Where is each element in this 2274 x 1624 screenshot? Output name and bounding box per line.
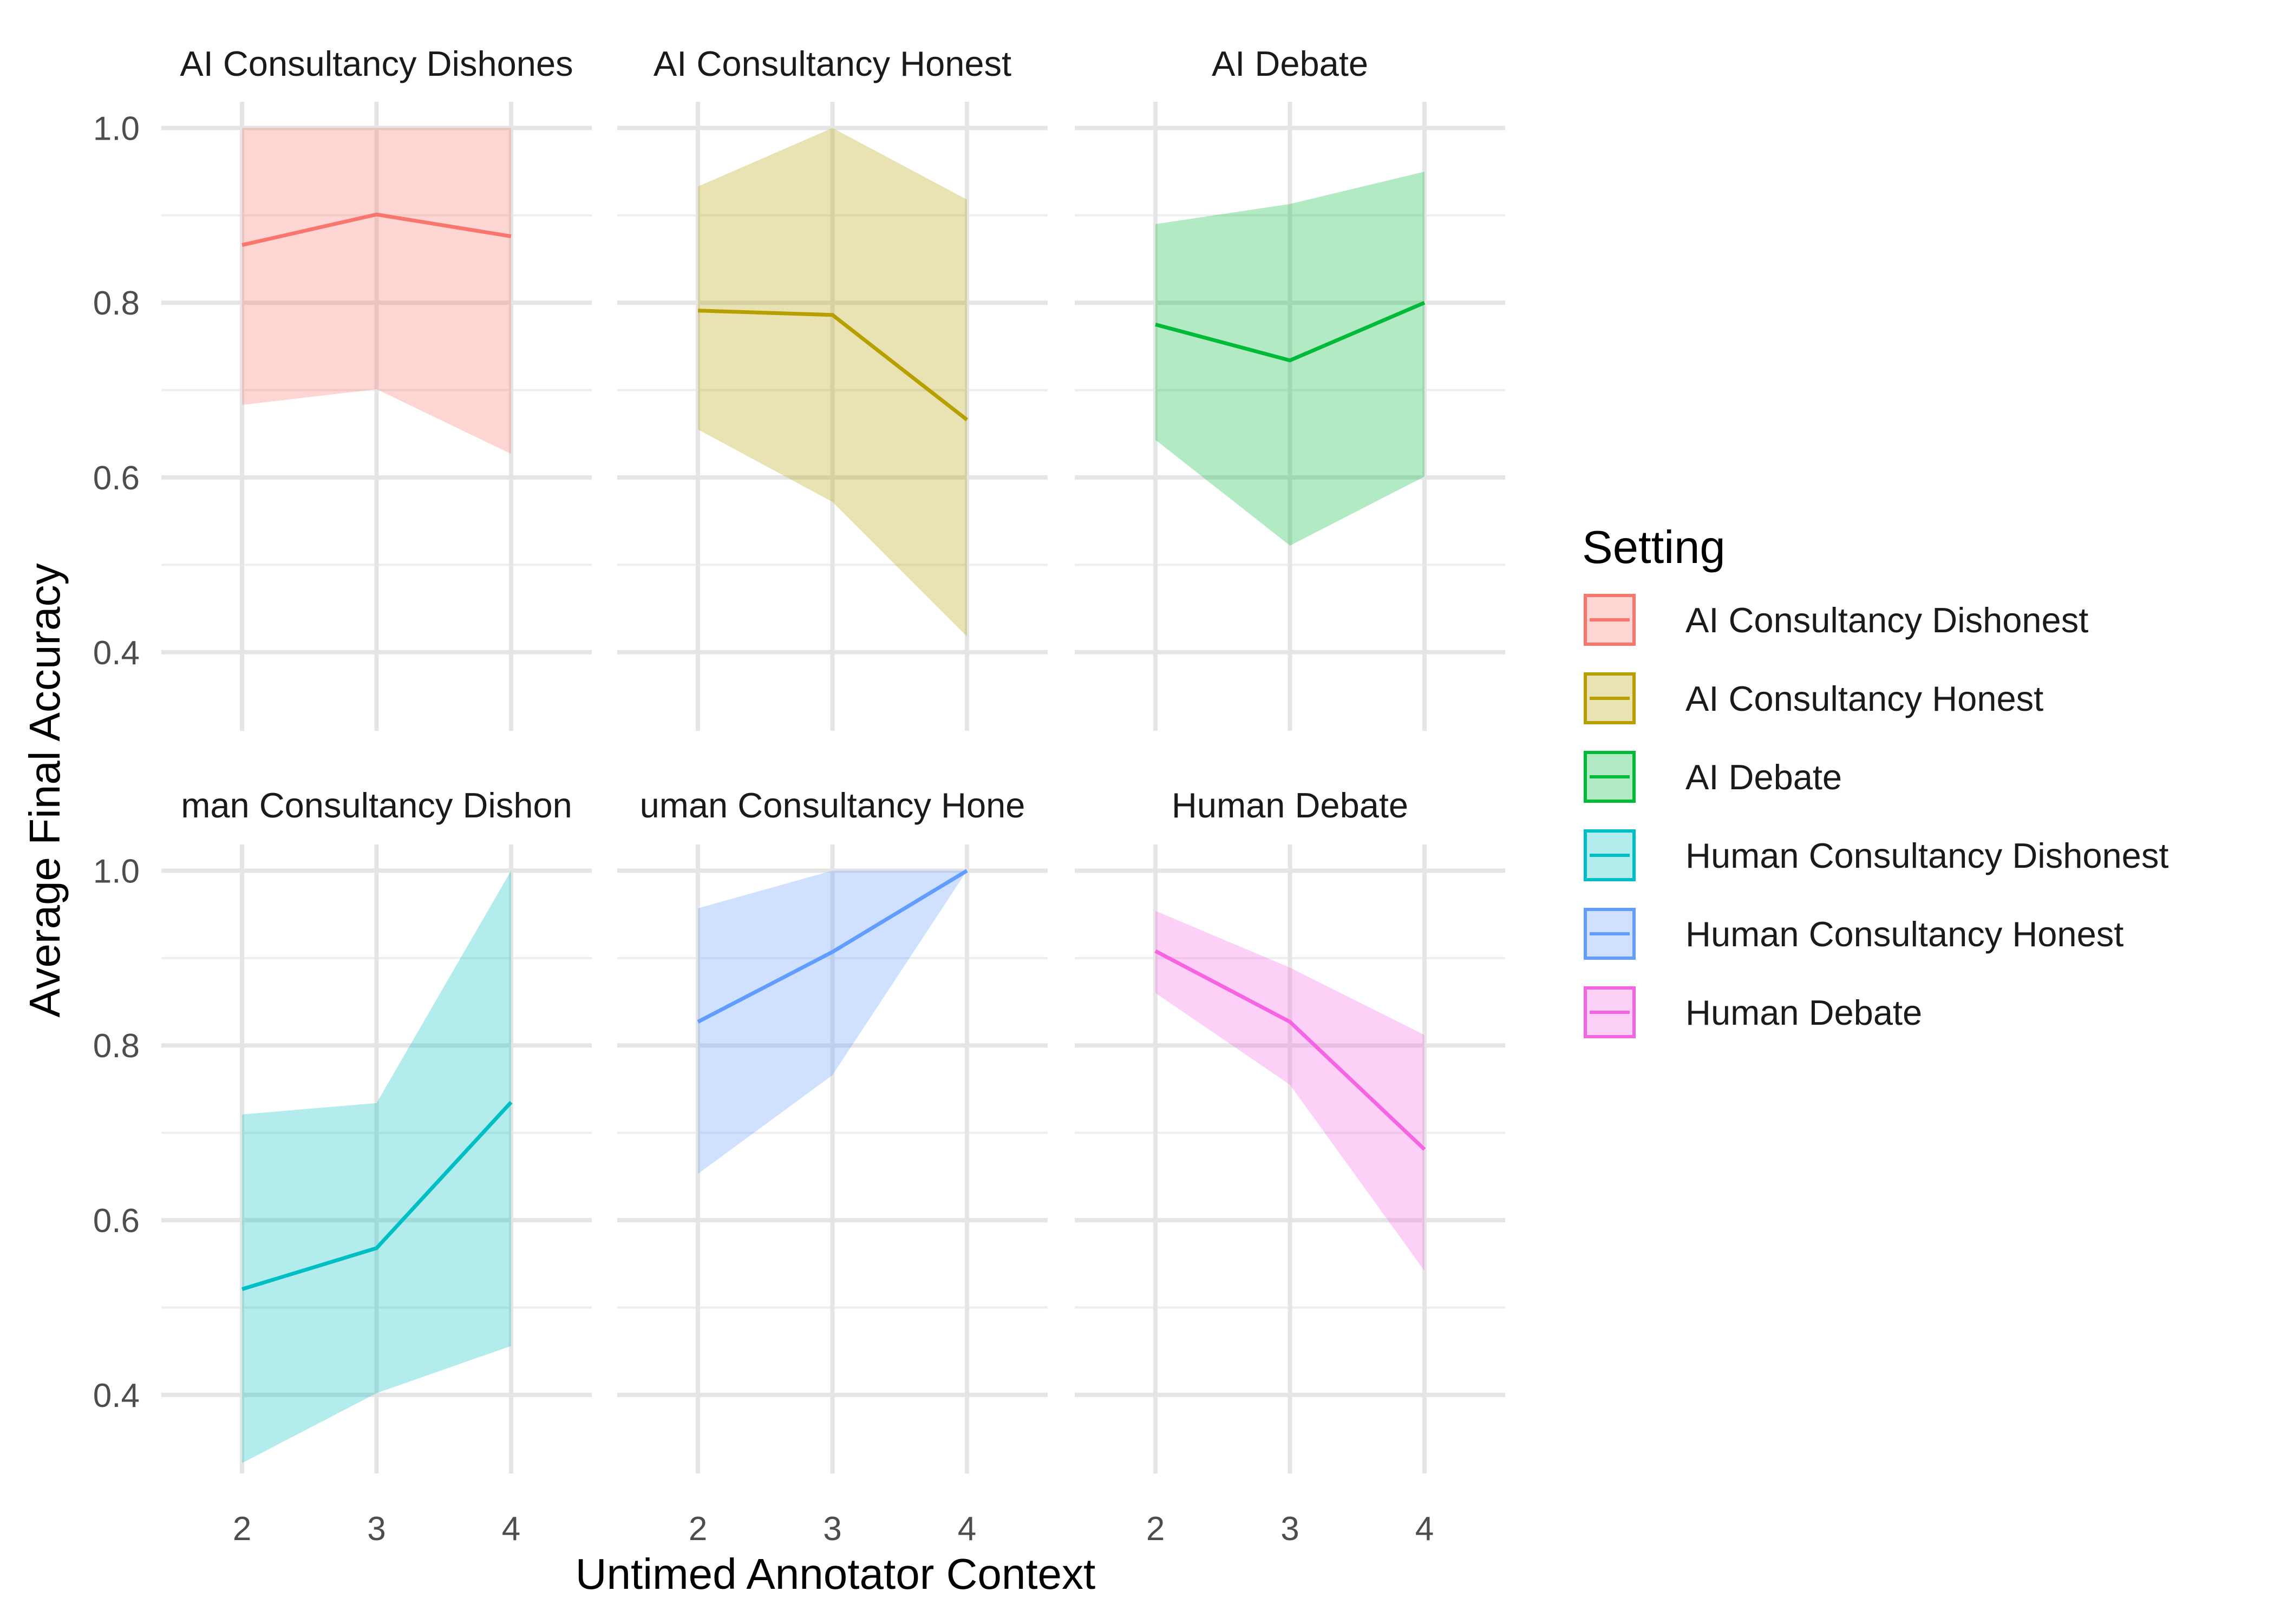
facet-strip-label: AI Consultancy Honest (654, 44, 1011, 83)
y-tick-label: 1.0 (93, 110, 140, 147)
y-axis-title: Average Final Accuracy (21, 564, 69, 1018)
y-tick-label: 0.4 (93, 1377, 140, 1415)
facet-human-debate: Human Debate 2 3 4 (1075, 785, 1505, 1548)
confidence-band (1155, 911, 1424, 1271)
facet-human-consultancy-dishonest: man Consultancy Dishon 0.4 0.6 0.8 1.0 2 3 4 (93, 785, 592, 1548)
y-tick-label: 0.6 (93, 1202, 140, 1240)
legend-item-human-debate: Human Debate (1584, 986, 1922, 1038)
facet-strip-label: AI Debate (1212, 44, 1368, 83)
facet-human-consultancy-honest: uman Consultancy Hone 2 3 4 (617, 785, 1048, 1548)
facet-strip-label: man Consultancy Dishon (181, 785, 572, 825)
series-line (697, 869, 968, 1024)
legend-item-ai-consultancy-honest: AI Consultancy Honest (1584, 672, 2043, 724)
series-line (241, 212, 512, 247)
x-axis-title: Untimed Annotator Context (576, 1550, 1096, 1598)
legend-label: AI Debate (1685, 757, 1842, 797)
legend-label: AI Consultancy Dishonest (1685, 600, 2088, 640)
confidence-band (242, 870, 511, 1463)
facet-ai-consultancy-dishonest: AI Consultancy Dishones 0.4 0.6 0.8 1.0 (93, 44, 592, 731)
y-tick-label: 0.8 (93, 285, 140, 322)
legend-label: Human Consultancy Dishonest (1685, 836, 2168, 875)
x-tick-label: 4 (958, 1510, 976, 1548)
legend-item-ai-debate: AI Debate (1584, 751, 1842, 803)
series-line (1155, 300, 1426, 363)
legend-item-human-consultancy-dishonest: Human Consultancy Dishonest (1584, 829, 2168, 881)
y-tick-label: 0.4 (93, 634, 140, 672)
x-tick-label: 2 (689, 1510, 707, 1548)
legend-label: AI Consultancy Honest (1685, 679, 2043, 718)
facet-strip-label: Human Debate (1172, 785, 1408, 825)
legend-title: Setting (1582, 522, 1726, 573)
x-tick-label: 4 (1415, 1510, 1434, 1548)
y-tick-label: 0.8 (93, 1027, 140, 1065)
facet-ai-debate: AI Debate (1075, 44, 1505, 731)
x-tick-label: 4 (502, 1510, 520, 1548)
legend-label: Human Consultancy Honest (1685, 914, 2123, 954)
facet-ai-consultancy-honest: AI Consultancy Honest (617, 44, 1048, 731)
x-tick-label: 2 (1146, 1510, 1165, 1548)
series-line (697, 309, 969, 422)
confidence-band (242, 128, 511, 454)
x-tick-label: 3 (367, 1510, 385, 1548)
confidence-band (698, 128, 967, 637)
legend-item-ai-consultancy-dishonest: AI Consultancy Dishonest (1584, 594, 2088, 646)
y-tick-label: 0.6 (93, 460, 140, 497)
y-tick-label: 1.0 (93, 853, 140, 890)
facet-strip-label: uman Consultancy Hone (640, 785, 1025, 825)
x-tick-label: 3 (1280, 1510, 1299, 1548)
x-tick-label: 2 (233, 1510, 251, 1548)
legend: Setting AI Consultancy Dishonest AI Consu… (1582, 522, 2168, 1038)
series-line (241, 1101, 513, 1291)
legend-item-human-consultancy-honest: Human Consultancy Honest (1584, 908, 2123, 960)
facet-strip-label: AI Consultancy Dishones (180, 44, 573, 83)
series-line (1154, 949, 1426, 1151)
x-tick-label: 3 (823, 1510, 841, 1548)
legend-label: Human Debate (1685, 993, 1922, 1032)
confidence-band (698, 870, 967, 1174)
